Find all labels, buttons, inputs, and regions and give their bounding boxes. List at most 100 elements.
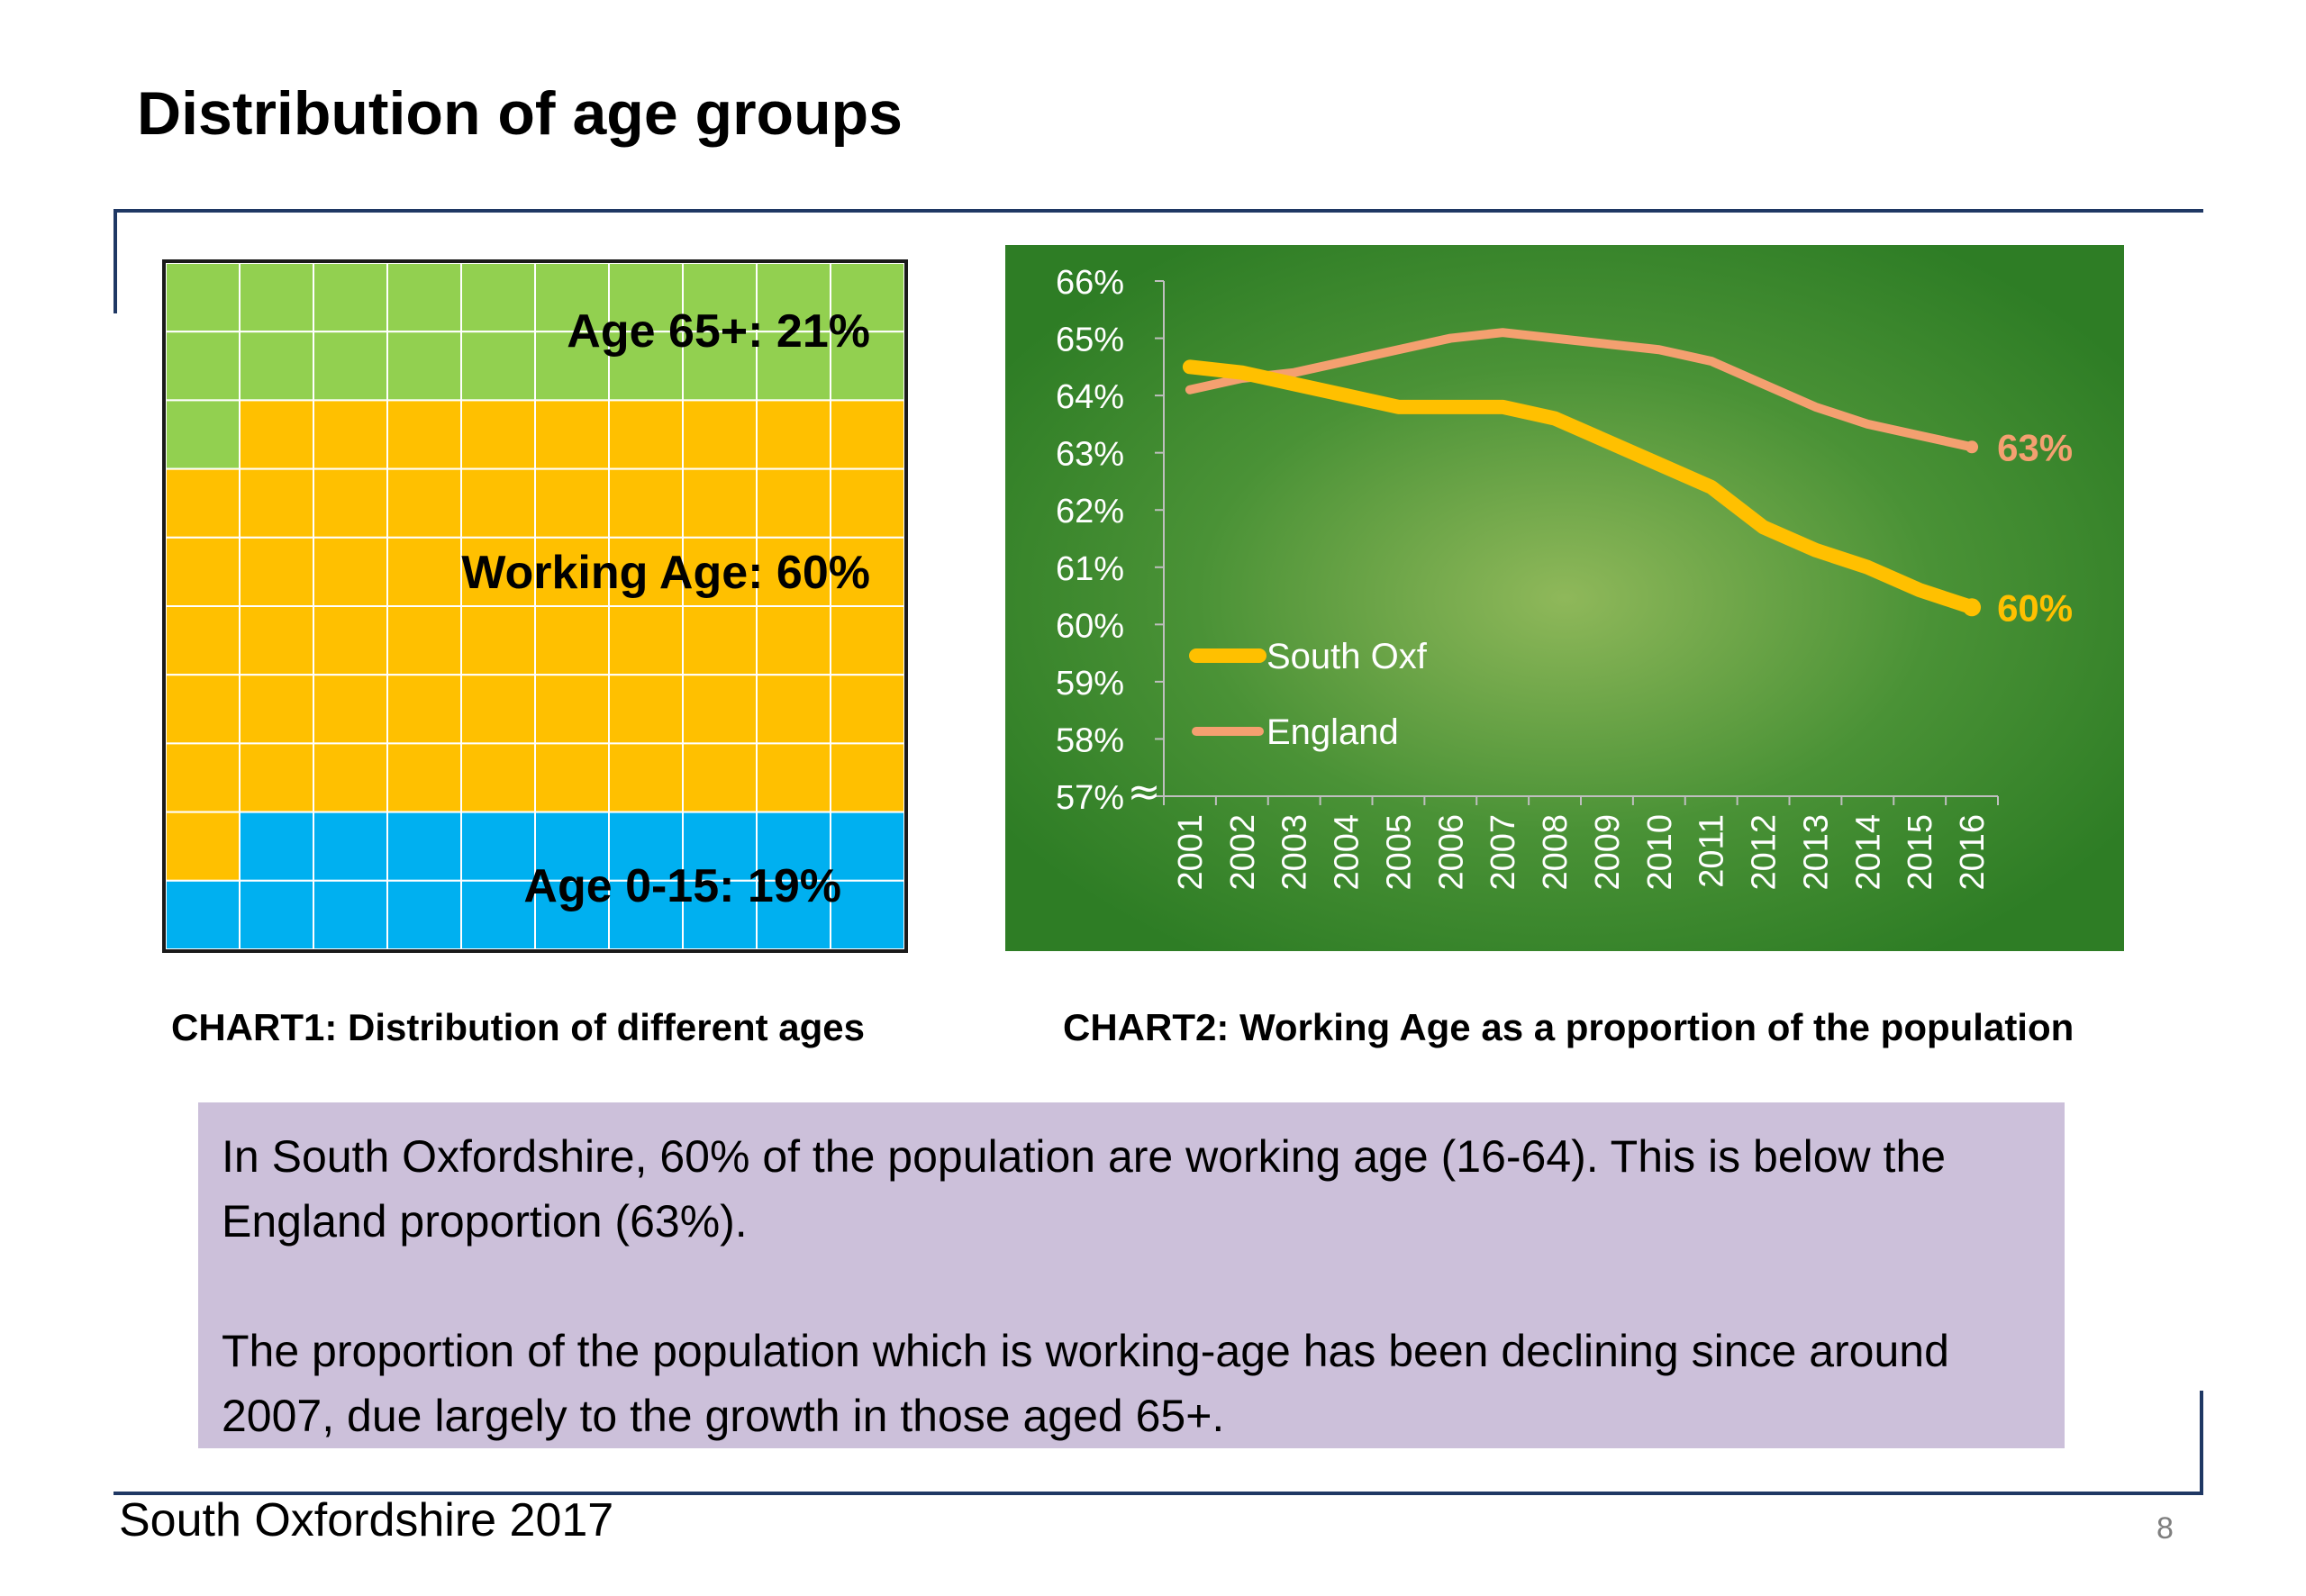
waffle-cell xyxy=(313,399,388,470)
waffle-cell xyxy=(756,399,831,470)
waffle-cell xyxy=(830,674,904,745)
waffle-cell xyxy=(166,674,241,745)
waffle-cell xyxy=(608,536,684,607)
summary-paragraph-1: In South Oxfordshire, 60% of the populat… xyxy=(222,1131,1947,1247)
line-chart-svg: 57% 58% 59% 60% 61% 62% 63% 64% 65% 66% ≈2001 2002 2… xyxy=(1005,245,2124,951)
series-line-south-oxf xyxy=(1182,359,1980,615)
waffle-cell xyxy=(682,263,758,333)
waffle-cell xyxy=(682,742,758,813)
waffle-cell xyxy=(460,742,536,813)
axis-break-symbol: ≈ xyxy=(1128,769,1161,815)
waffle-cell xyxy=(682,399,758,470)
waffle-cell xyxy=(460,605,536,676)
waffle-label-65plus: Age 65+: 21% xyxy=(567,305,870,358)
waffle-cell xyxy=(682,674,758,745)
waffle-cell xyxy=(534,605,610,676)
bottom-right-rule xyxy=(2200,1391,2203,1495)
y-tick-label: 62% xyxy=(1056,493,1124,530)
waffle-cell xyxy=(608,742,684,813)
waffle-cell xyxy=(166,811,241,882)
waffle-cell xyxy=(386,467,462,539)
waffle-cell xyxy=(460,263,536,333)
y-tick-label: 66% xyxy=(1056,264,1124,302)
waffle-grid xyxy=(166,263,904,949)
chart1-caption: CHART1: Distribution of different ages xyxy=(171,1006,866,1048)
waffle-cell xyxy=(830,467,904,539)
x-tick-label: 2011 xyxy=(1693,814,1731,888)
waffle-cell xyxy=(756,674,831,745)
waffle-cell xyxy=(313,263,388,333)
series-end-point xyxy=(1963,598,1982,617)
waffle-cell xyxy=(682,879,758,949)
y-tick-label: 63% xyxy=(1056,436,1124,474)
waffle-cell xyxy=(239,674,314,745)
waffle-cell xyxy=(608,674,684,745)
x-tick-label: 2010 xyxy=(1641,814,1679,891)
series-end-point xyxy=(1966,440,1979,454)
x-tick-label: 2004 xyxy=(1329,814,1366,891)
waffle-cell xyxy=(830,742,904,813)
y-tick-label: 59% xyxy=(1056,665,1124,703)
waffle-cell xyxy=(239,331,314,402)
x-tick-label: 2001 xyxy=(1172,814,1210,891)
waffle-cell xyxy=(534,263,610,333)
series-end-label: 60% xyxy=(1997,586,2073,629)
waffle-cell xyxy=(313,331,388,402)
waffle-cell xyxy=(386,879,462,949)
waffle-cell xyxy=(166,399,241,470)
waffle-cell xyxy=(608,263,684,333)
waffle-cell xyxy=(460,674,536,745)
waffle-cell xyxy=(166,742,241,813)
y-tick-label: 65% xyxy=(1056,322,1124,359)
y-tick-label: 64% xyxy=(1056,378,1124,416)
waffle-cell xyxy=(386,742,462,813)
waffle-cell xyxy=(166,263,241,333)
waffle-cell xyxy=(460,331,536,402)
waffle-cell xyxy=(534,674,610,745)
waffle-cell xyxy=(313,811,388,882)
waffle-cell xyxy=(239,536,314,607)
x-tick-label: 2005 xyxy=(1380,814,1418,891)
waffle-cell xyxy=(756,467,831,539)
waffle-cell xyxy=(608,399,684,470)
waffle-cell xyxy=(166,331,241,402)
legend-label: England xyxy=(1266,712,1399,752)
page-number: 8 xyxy=(2156,1511,2174,1546)
waffle-cell xyxy=(682,605,758,676)
waffle-cell xyxy=(239,263,314,333)
waffle-cell xyxy=(608,467,684,539)
legend-label: South Oxf xyxy=(1266,637,1428,676)
waffle-cell xyxy=(239,879,314,949)
top-rule xyxy=(113,209,2203,213)
x-tick-label: 2006 xyxy=(1432,814,1470,891)
waffle-cell xyxy=(386,331,462,402)
x-tick-label: 2012 xyxy=(1746,814,1784,891)
waffle-cell xyxy=(313,536,388,607)
y-tick-label: 61% xyxy=(1056,550,1124,588)
waffle-cell xyxy=(830,879,904,949)
slide-title: Distribution of age groups xyxy=(137,79,903,148)
waffle-cell xyxy=(756,605,831,676)
y-tick-label: 60% xyxy=(1056,607,1124,645)
waffle-cell xyxy=(830,536,904,607)
x-tick-label: 2002 xyxy=(1224,814,1262,891)
waffle-cell xyxy=(682,331,758,402)
waffle-cell xyxy=(313,742,388,813)
waffle-cell xyxy=(682,467,758,539)
waffle-cell xyxy=(166,536,241,607)
waffle-cell xyxy=(166,467,241,539)
waffle-cell xyxy=(830,605,904,676)
waffle-cell xyxy=(386,263,462,333)
waffle-cell xyxy=(460,467,536,539)
waffle-cell xyxy=(534,399,610,470)
x-tick-label: 2013 xyxy=(1797,814,1835,891)
waffle-chart: Age 65+: 21% Working Age: 60% Age 0-15: … xyxy=(162,259,908,953)
waffle-cell xyxy=(313,674,388,745)
waffle-cell xyxy=(756,263,831,333)
waffle-cell xyxy=(534,536,610,607)
top-left-rule xyxy=(113,209,117,313)
waffle-cell xyxy=(830,399,904,470)
x-tick-label: 2008 xyxy=(1537,814,1575,891)
waffle-cell xyxy=(386,536,462,607)
x-tick-label: 2014 xyxy=(1849,814,1887,891)
